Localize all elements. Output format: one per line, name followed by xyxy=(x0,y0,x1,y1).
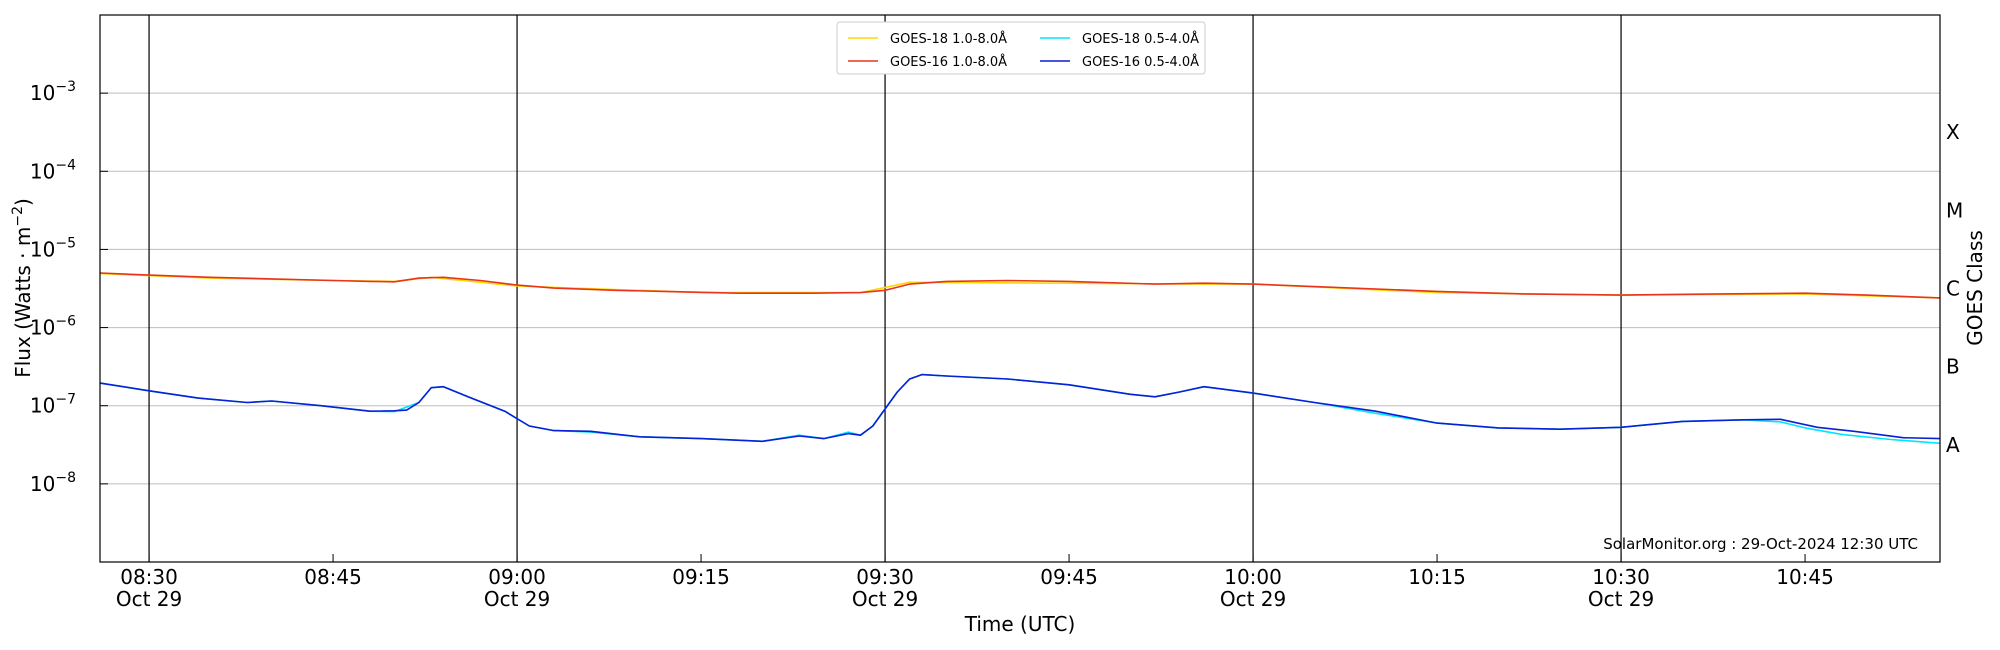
legend-label: GOES-16 0.5-4.0Å xyxy=(1082,54,1199,70)
goes-class-label: X xyxy=(1946,120,1960,144)
x-tick-label: 10:30 xyxy=(1592,565,1650,589)
y-axis-label: Flux (Watts · m−2) xyxy=(10,198,35,378)
y-tick-label: 10−5 xyxy=(30,235,76,261)
x-tick-label: 09:30 xyxy=(856,565,914,589)
goes-class-labels: A B C M X xyxy=(1946,120,1963,457)
y-tick-label: 10−6 xyxy=(30,314,76,340)
day-separator-lines xyxy=(148,15,1622,562)
goes-class-label: C xyxy=(1946,277,1960,301)
x-tick-sublabel: Oct 29 xyxy=(116,587,182,611)
x-tick-label: 09:15 xyxy=(672,565,730,589)
x-tick-label: 10:45 xyxy=(1776,565,1834,589)
grid-lines xyxy=(100,92,1940,485)
x-tick-label: 08:30 xyxy=(120,565,178,589)
legend: GOES-18 1.0-8.0Å GOES-18 0.5-4.0Å GOES-16 … xyxy=(836,21,1206,75)
goes-class-label: M xyxy=(1946,198,1963,222)
data-series xyxy=(99,272,1941,445)
legend-label: GOES-16 1.0-8.0Å xyxy=(890,54,1007,70)
source-annotation: SolarMonitor.org : 29-Oct-2024 12:30 UTC xyxy=(1603,535,1918,553)
goes-class-label: B xyxy=(1946,355,1960,379)
series-line xyxy=(99,272,1941,299)
plot-frame xyxy=(99,14,1941,563)
x-tick-sublabel: Oct 29 xyxy=(1220,587,1286,611)
x-tick-label: 08:45 xyxy=(304,565,362,589)
right-axis-label: GOES Class xyxy=(1963,230,1987,346)
goes-class-label: A xyxy=(1946,433,1960,457)
x-tick-sublabel: Oct 29 xyxy=(852,587,918,611)
x-tick-label: 10:00 xyxy=(1224,565,1282,589)
y-tick-label: 10−3 xyxy=(30,79,76,105)
x-tick-label: 09:45 xyxy=(1040,565,1098,589)
y-tick-label: 10−7 xyxy=(30,392,76,418)
x-tick-sublabel: Oct 29 xyxy=(1588,587,1654,611)
legend-label: GOES-18 0.5-4.0Å xyxy=(1082,31,1199,47)
x-axis-label: Time (UTC) xyxy=(964,612,1076,636)
x-tick-label: 09:00 xyxy=(488,565,546,589)
x-tick-sublabel: Oct 29 xyxy=(484,587,550,611)
y-axis-label-exponent: −2 xyxy=(10,206,26,227)
y-tick-label: 10−4 xyxy=(30,157,76,183)
legend-box xyxy=(836,21,1206,75)
legend-label: GOES-18 1.0-8.0Å xyxy=(890,31,1007,47)
y-tick-label: 10−8 xyxy=(30,470,76,496)
y-axis-ticks: 10−8 10−7 10−6 10−5 10−4 10−3 xyxy=(30,79,108,496)
series-line xyxy=(99,373,1941,443)
x-tick-label: 10:15 xyxy=(1408,565,1466,589)
